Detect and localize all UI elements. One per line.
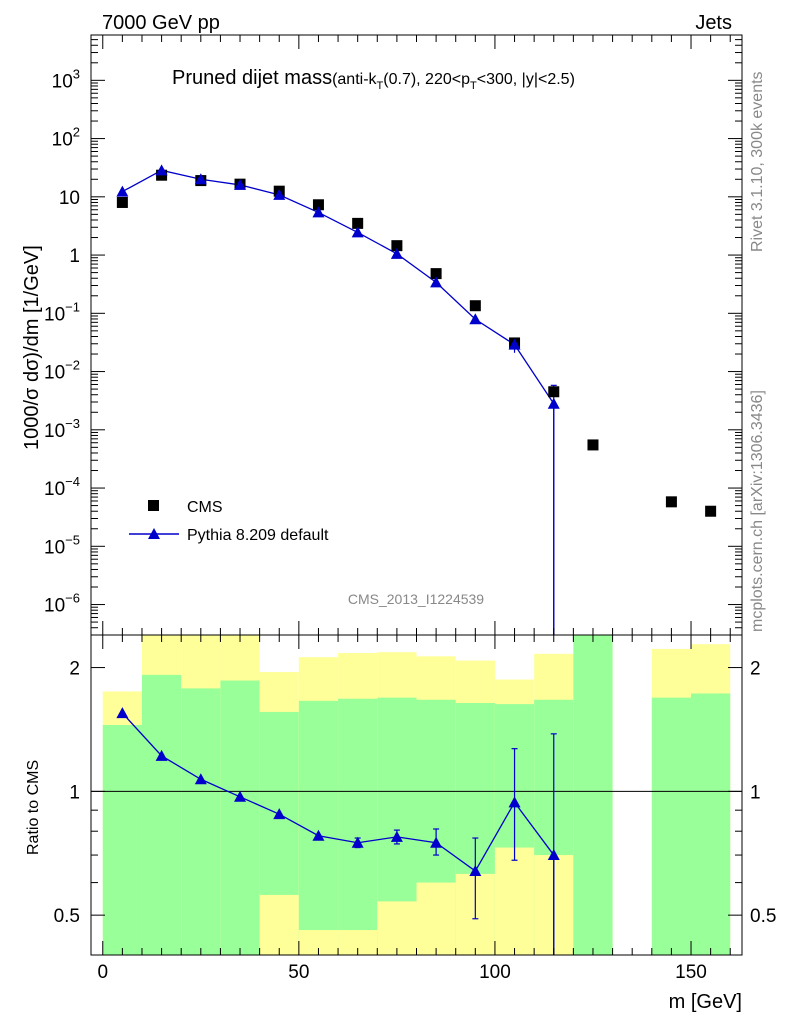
pythia-point (312, 206, 325, 218)
main-ytick-label: 1 (69, 246, 80, 267)
ratio-marks (116, 707, 560, 955)
main-ytick-label: 102 (52, 125, 80, 151)
chart-subtitle-a: (anti-k (332, 71, 377, 88)
pythia-point (234, 178, 247, 190)
ratio-band-total-low (259, 894, 299, 955)
pythia-point (351, 226, 364, 238)
legend: CMS Pythia 8.209 default (129, 499, 329, 544)
header-left: 7000 GeV pp (102, 12, 220, 34)
cms-point (430, 268, 442, 280)
ratio-ytick-label: 2 (69, 659, 80, 680)
pythia-point (508, 338, 521, 350)
cms-point (391, 240, 403, 252)
analysis-id: CMS_2013_I1224539 (348, 591, 484, 607)
pythia-point (469, 313, 482, 325)
ratio-axes: 0.5 0.5 1 1 2 2 0 50 100 150 (54, 635, 776, 983)
ratio-band-total-low (416, 882, 456, 955)
ratio-ytick-label: 1 (69, 782, 80, 803)
ratio-band-stat (691, 693, 731, 955)
xtick-label: 100 (479, 962, 511, 983)
main-ytick-label: 10−4 (44, 474, 80, 500)
pythia-point (390, 247, 403, 259)
cms-point (665, 496, 677, 508)
ratio-bands (102, 635, 731, 955)
main-ylabel: 1000/σ dσ)/dm [1/GeV] (21, 245, 43, 450)
ratio-band-stat (220, 680, 260, 955)
chart-subtitle-sub2: T (470, 80, 477, 92)
chart-subtitle-c: <300, |y|<2.5) (477, 71, 575, 88)
ratio-point (312, 829, 325, 841)
chart-title-main: Pruned dijet mass (172, 67, 332, 89)
ratio-ylabel: Ratio to CMS (25, 760, 42, 855)
ratio-point (508, 796, 521, 808)
ratio-point (194, 773, 207, 785)
chart-title: Pruned dijet mass(anti-kT(0.7), 220<pT<3… (172, 67, 575, 92)
pythia-point (547, 397, 560, 409)
main-marks (116, 164, 717, 635)
main-ytick-label: 10−6 (44, 591, 80, 617)
ratio-point (116, 707, 129, 719)
cms-point (469, 300, 481, 312)
ratio-band-stat (181, 688, 221, 955)
pythia-point (155, 164, 168, 176)
chart-subtitle-b: (0.7), 220<p (383, 71, 470, 88)
ratio-frame (90, 634, 743, 956)
ratio-band-stat (651, 697, 692, 955)
cms-point (587, 439, 599, 451)
legend-pythia-label: Pythia 8.209 default (187, 527, 329, 544)
cms-point (705, 505, 717, 517)
main-ytick-label: 10−2 (44, 358, 80, 384)
header-right: Jets (695, 12, 732, 34)
watermark-top: Rivet 3.1.10, 300k events (749, 71, 766, 252)
ratio-point (351, 836, 364, 848)
ratio-point (234, 790, 247, 802)
cms-point (548, 386, 560, 398)
ratio-point (273, 808, 286, 820)
main-ytick-label: 10−5 (44, 532, 80, 558)
watermark-bottom: mcplots.cern.ch [arXiv:1306.3436] (749, 390, 766, 632)
ratio-band-total-low (377, 901, 417, 955)
ratio-ytick-label-right: 1 (750, 782, 761, 803)
cms-point (352, 217, 364, 229)
pythia-point (116, 185, 129, 197)
legend-cms-marker (148, 500, 159, 511)
xtick-label: 0 (97, 962, 108, 983)
pythia-point (430, 276, 443, 288)
main-frame (90, 34, 743, 636)
ratio-point (469, 865, 482, 877)
ratio-panel: 0.5 0.5 1 1 2 2 0 50 100 150 Ratio to CMS m [GeV] (25, 634, 776, 1013)
cms-point (312, 199, 324, 211)
chart-subtitle-sub1: T (377, 80, 384, 92)
pythia-line (122, 169, 555, 405)
ratio-ytick-label: 0.5 (54, 906, 80, 927)
main-ytick-label: 10−3 (44, 416, 80, 442)
ratio-ytick-label-right: 0.5 (750, 906, 776, 927)
ratio-point (155, 749, 168, 761)
cms-point (116, 196, 128, 208)
legend-pythia-marker (148, 528, 160, 539)
pythia-point (194, 173, 207, 185)
main-ytick-label: 10 (59, 188, 80, 209)
ratio-band-stat (338, 698, 378, 955)
pythia-point (273, 188, 286, 200)
ratio-band-stat (141, 674, 182, 955)
main-ytick-label: 103 (52, 66, 80, 92)
legend-cms-label: CMS (187, 499, 223, 516)
ratio-point (390, 830, 403, 842)
xlabel: m [GeV] (669, 991, 742, 1013)
main-ytick-label: 10−1 (44, 299, 80, 325)
ratio-ytick-label-right: 2 (750, 659, 761, 680)
ratio-point (547, 849, 560, 861)
ratio-line (121, 712, 555, 873)
xtick-label: 50 (288, 962, 309, 983)
xtick-label: 150 (675, 962, 707, 983)
ratio-band-stat (573, 635, 613, 955)
ratio-band-stat (102, 724, 142, 955)
ratio-point (430, 836, 443, 848)
ratio-band-total-low (494, 847, 535, 955)
